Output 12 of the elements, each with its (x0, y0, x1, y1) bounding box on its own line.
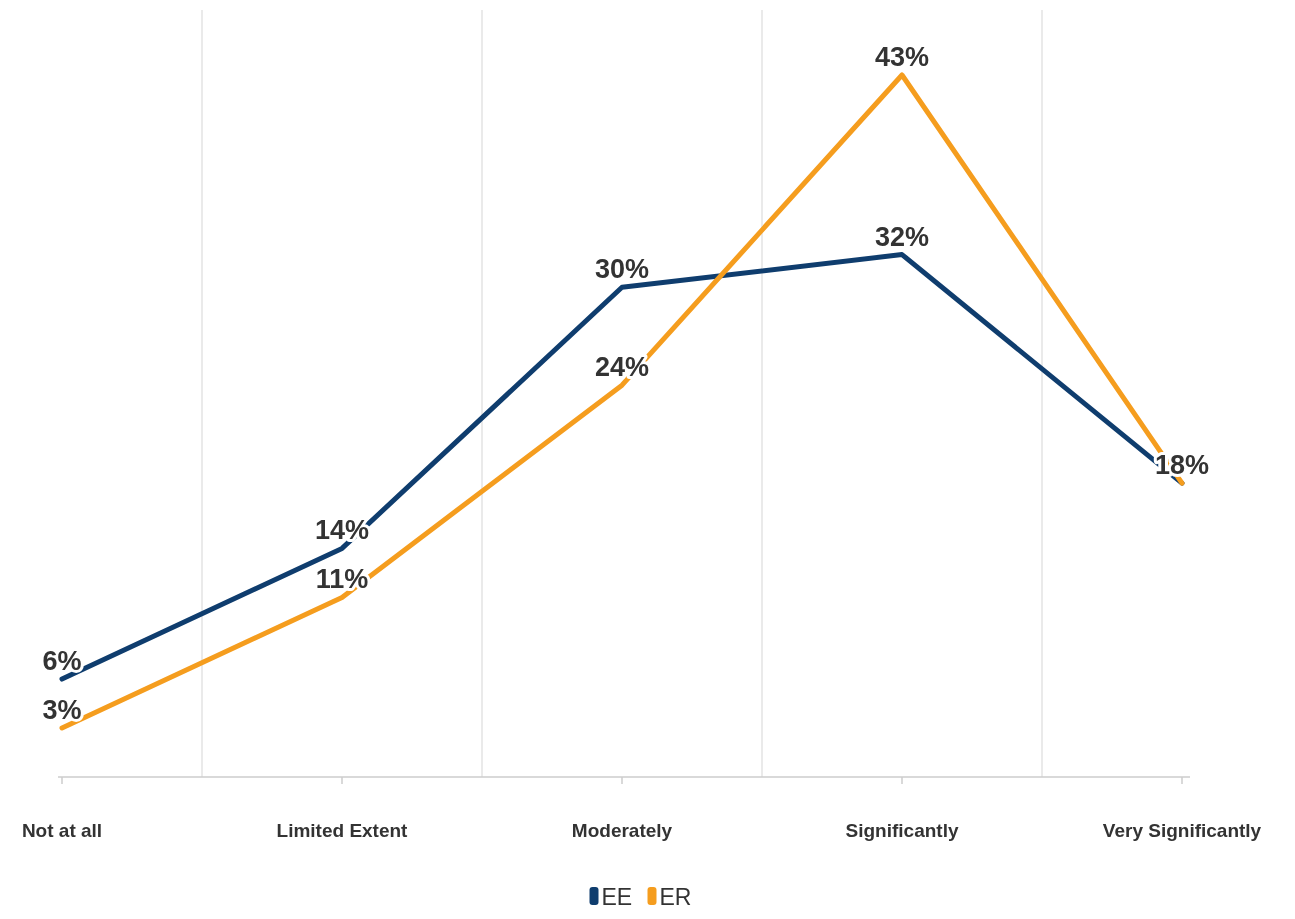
data-label: 43% (874, 42, 930, 72)
x-tick-label: Moderately (571, 820, 673, 841)
x-tick-label: Limited Extent (276, 820, 409, 841)
x-tick-label: Very Significantly (1102, 820, 1262, 841)
data-label: 32% (874, 221, 930, 252)
legend-label: EE (601, 884, 633, 910)
x-tick-label: Not at all (21, 820, 103, 841)
legend-label: ER (659, 884, 692, 910)
x-tick-label: Significantly (845, 820, 959, 841)
data-label: 30% (594, 254, 650, 285)
data-label: 6% (42, 646, 82, 677)
data-label: 3% (42, 695, 82, 726)
